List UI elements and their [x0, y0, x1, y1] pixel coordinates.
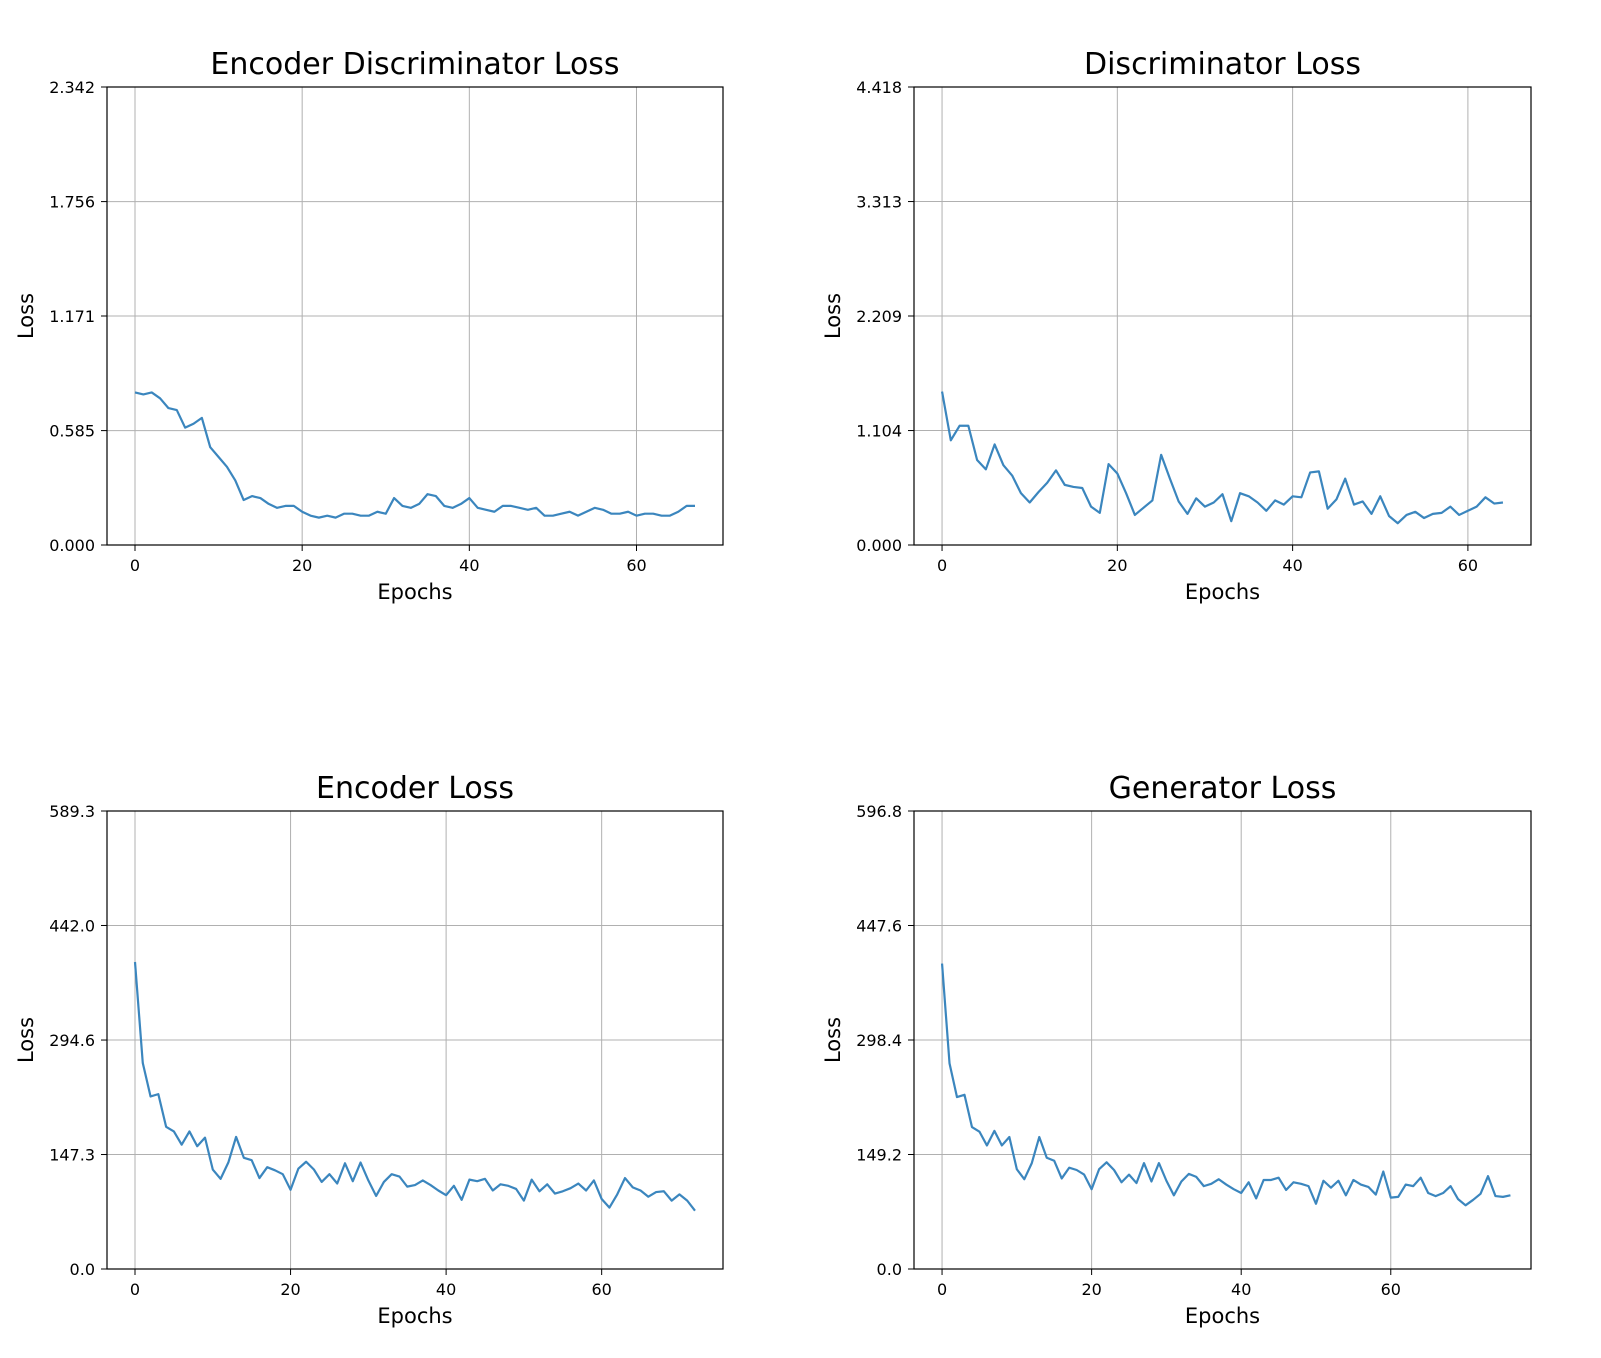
y-tick-label: 0.0 [70, 1260, 95, 1279]
x-tick-label: 40 [1231, 1280, 1251, 1299]
y-tick-label: 294.6 [49, 1031, 95, 1050]
y-tick-label: 0.000 [856, 536, 902, 555]
chart-panel-1: 0 20 40 60 0.000 0.585 1.171 1.756 2.342 Encoder … [14, 47, 724, 604]
x-tick-label: 20 [1081, 1280, 1101, 1299]
x-tick-label: 20 [1107, 556, 1127, 575]
y-tick-label: 3.313 [856, 193, 902, 212]
chart-title: Encoder Discriminator Loss [210, 47, 619, 82]
y-tick-label: 589.3 [49, 802, 95, 821]
series-line-1 [134, 391, 695, 519]
x-tick-label: 0 [130, 1280, 140, 1299]
y-axis-label: Loss [14, 1017, 38, 1063]
chart-title: Encoder Loss [316, 771, 514, 806]
x-tick-label: 60 [591, 1280, 611, 1299]
x-tick-label: 0 [937, 1280, 947, 1299]
x-tick-label: 0 [130, 556, 140, 575]
y-axis-label: Loss [14, 293, 38, 339]
chart-title: Discriminator Loss [1084, 47, 1361, 82]
chart-title: Generator Loss [1109, 771, 1337, 806]
y-tick-label: 4.418 [856, 78, 902, 97]
y-tick-label: 0.000 [49, 536, 95, 555]
x-axis-label: Epochs [377, 580, 452, 604]
x-tick-label: 20 [292, 556, 312, 575]
y-tick-label: 447.6 [856, 917, 902, 936]
series-line-1 [940, 963, 1511, 1207]
y-tick-label: 298.4 [856, 1031, 902, 1050]
x-tick-label: 20 [280, 1280, 300, 1299]
x-axis-label: Epochs [1185, 1304, 1260, 1328]
y-tick-label: 2.209 [856, 307, 902, 326]
y-tick-label: 147.3 [49, 1146, 95, 1165]
y-tick-label: 2.342 [49, 78, 95, 97]
y-tick-label: 442.0 [49, 916, 95, 935]
x-tick-label: 60 [1458, 556, 1478, 575]
y-axis-label: Loss [821, 293, 845, 339]
y-tick-label: 1.104 [856, 422, 902, 441]
x-tick-label: 0 [937, 556, 947, 575]
series-line-1 [940, 391, 1504, 525]
series-line-1 [133, 961, 696, 1212]
x-tick-label: 40 [1282, 556, 1302, 575]
y-tick-label: 0.0 [877, 1260, 902, 1279]
chart-panel-4: 0 20 40 60 0.0 149.2 298.4 447.6 596.8 Generator … [821, 771, 1532, 1328]
chart-panel-3: 0 20 40 60 0.0 147.3 294.6 442.0 589.3 Encoder Lo… [14, 771, 724, 1328]
x-tick-label: 40 [436, 1280, 456, 1299]
x-tick-label: 40 [459, 556, 479, 575]
x-tick-label: 60 [626, 556, 646, 575]
y-tick-label: 596.8 [856, 802, 902, 821]
x-tick-label: 60 [1381, 1280, 1401, 1299]
y-tick-label: 0.585 [49, 422, 95, 441]
y-axis-label: Loss [821, 1017, 845, 1063]
chart-panel-2: 0 20 40 60 0.000 1.104 2.209 3.313 4.418 Discrimi… [821, 47, 1532, 604]
x-axis-label: Epochs [377, 1304, 452, 1328]
x-axis-label: Epochs [1185, 580, 1260, 604]
y-tick-label: 1.756 [49, 193, 95, 212]
y-tick-label: 1.171 [49, 307, 95, 326]
y-tick-label: 149.2 [856, 1146, 902, 1165]
